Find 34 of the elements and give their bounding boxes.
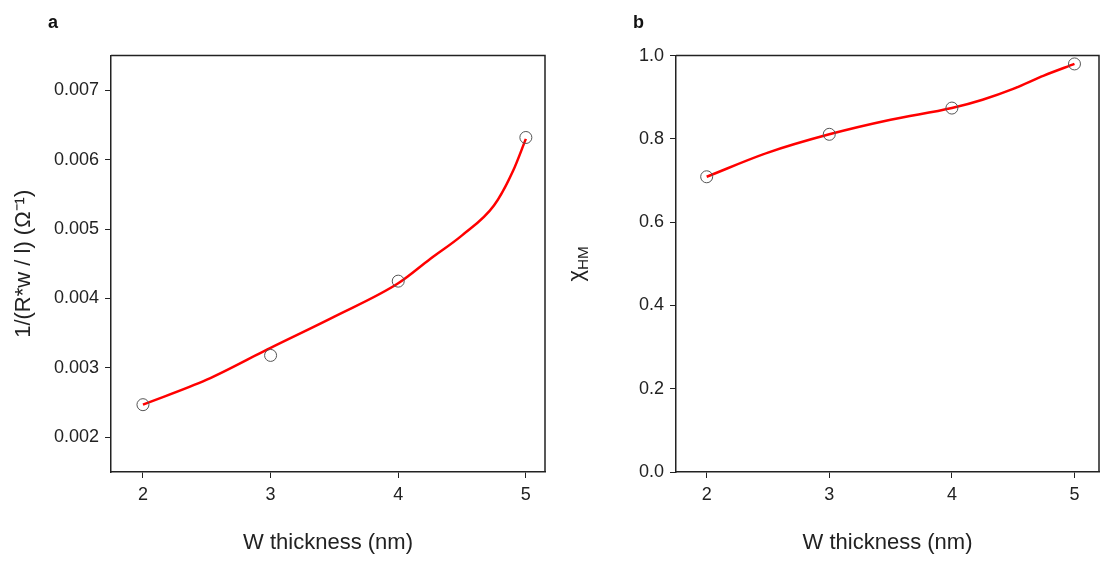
x-axis-title: W thickness (nm) [802,528,973,554]
y-axis-title: 1/(R*w / l) (Ω⁻¹) [10,189,36,338]
y-tick-label: 1.0 [638,44,665,65]
point [136,398,150,412]
x-tick-label: 4 [393,483,404,504]
point [264,348,278,362]
point [519,130,533,144]
point [700,170,714,184]
point [1067,57,1081,71]
y-tick-label: 0.2 [638,377,665,398]
y-tick-label: 0.002 [54,426,100,447]
y-tick-label: 0.4 [638,294,665,315]
y-axis-title: χHM [563,246,591,282]
point [391,274,405,288]
y-tick-label: 0.006 [54,148,100,169]
x-tick-label: 5 [520,483,531,504]
x-tick-label: 3 [824,483,835,504]
chart-title: b [633,11,644,32]
point [945,101,959,115]
x-tick-label: 4 [946,483,957,504]
x-axis-title: W thickness (nm) [243,528,413,554]
chart-title: a [48,11,59,32]
x-tick-label: 2 [701,483,712,504]
y-tick-label: 0.6 [638,211,665,232]
x-tick-label: 2 [137,483,148,504]
point [822,127,836,141]
y-tick-label: 0.005 [54,218,100,239]
y-tick-label: 0.007 [54,79,100,100]
x-tick-label: 5 [1069,483,1080,504]
y-tick-label: 0.0 [638,460,665,481]
x-tick-label: 3 [265,483,276,504]
y-tick-label: 0.004 [54,287,100,308]
y-tick-label: 0.8 [638,127,665,148]
y-tick-label: 0.003 [54,356,100,377]
